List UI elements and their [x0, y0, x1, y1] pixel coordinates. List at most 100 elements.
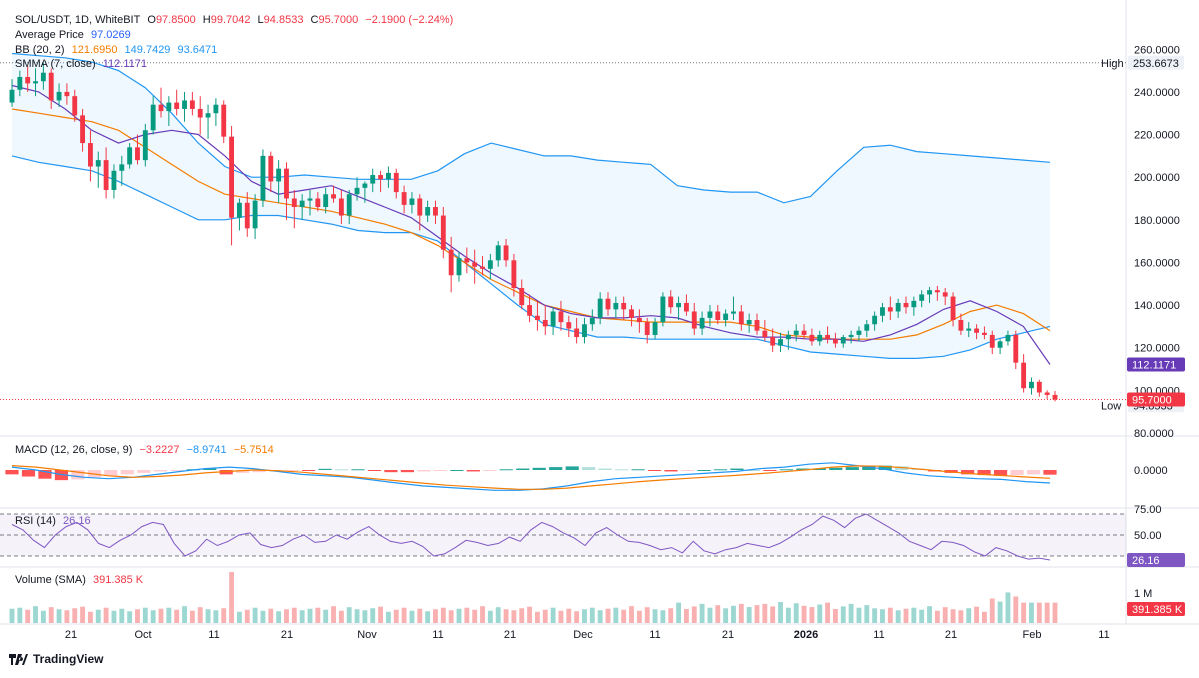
candle-body	[691, 311, 697, 329]
tradingview-logo[interactable]: TradingView	[9, 652, 103, 666]
candle-body	[950, 296, 956, 321]
time-axis-label: 21	[722, 629, 734, 641]
price-tick-label: 140.0000	[1134, 300, 1180, 312]
price-tick-label: 160.0000	[1134, 257, 1180, 269]
smma-legend[interactable]: SMMA (7, close) 112.1171	[15, 58, 151, 71]
candle-body	[966, 328, 972, 331]
volume-bar	[1005, 592, 1011, 623]
volume-bar	[958, 610, 964, 623]
candle-body	[119, 164, 125, 171]
time-axis-label: 2026	[794, 629, 818, 641]
volume-bar	[480, 606, 485, 623]
volume-bar	[942, 607, 948, 623]
candle-body	[864, 324, 870, 331]
close-value: 95.7000	[318, 14, 359, 26]
volume-bar	[832, 608, 838, 623]
candle-body	[331, 194, 336, 199]
candle-body	[762, 330, 768, 338]
macd-histogram-bar	[796, 468, 810, 470]
brand-text: TradingView	[33, 652, 104, 666]
candle-body	[346, 194, 352, 216]
macd-legend[interactable]: MACD (12, 26, close, 9) −3.2227 −8.9741 …	[15, 444, 278, 457]
volume-bar	[903, 608, 909, 623]
volume-bar	[887, 607, 893, 623]
volume-bar	[64, 610, 70, 623]
candle-body	[574, 328, 580, 338]
high-value: 99.7042	[210, 14, 251, 26]
rsi-legend[interactable]: RSI (14) 26.16	[15, 515, 95, 528]
volume-bar	[989, 598, 995, 623]
volume-bar	[895, 610, 901, 623]
volume-bar	[793, 603, 799, 623]
smma-badge-bg	[1127, 357, 1185, 372]
candle-body	[17, 76, 23, 90]
axes-layer: 260.0000 240.0000 220.0000 200.0000 180.0000…	[65, 44, 1185, 641]
candle-body	[487, 260, 493, 269]
volume-bar	[801, 605, 807, 623]
candle-body	[111, 170, 117, 190]
volume-bar	[221, 608, 227, 623]
candlestick-series	[9, 62, 1058, 402]
volume-bar	[362, 610, 368, 623]
volume-bar	[197, 607, 203, 623]
volume-bar	[934, 610, 940, 623]
candle-body	[754, 320, 760, 331]
volume-bar	[448, 610, 454, 623]
close-badge-bg	[1127, 392, 1185, 407]
macd-histogram-bar	[351, 469, 365, 471]
macd-histogram-bar	[21, 470, 36, 477]
volume-bar	[72, 608, 78, 623]
macd-histogram-bar	[878, 465, 892, 470]
volume-bar	[621, 609, 627, 623]
volume-bar	[354, 609, 360, 623]
volume-bar	[48, 607, 54, 623]
macd-histogram-bar	[961, 470, 975, 475]
candle-body	[550, 311, 556, 327]
rsi-pane	[0, 513, 1126, 561]
volume-bar	[534, 611, 540, 623]
macd-histogram-bar	[779, 469, 793, 471]
volume-bar	[40, 610, 46, 623]
volume-legend[interactable]: Volume (SMA) 391.385 K	[15, 574, 147, 587]
volume-bar	[981, 611, 987, 623]
volume-bar	[409, 610, 415, 623]
volume-bar	[456, 608, 462, 623]
volume-bar	[785, 607, 791, 623]
macd-histogram-bar	[845, 467, 859, 470]
volume-bar	[268, 608, 274, 623]
candle-body	[182, 100, 187, 109]
volume-bar	[276, 611, 282, 623]
volume-bar	[213, 610, 219, 623]
bollinger-band-fill	[12, 53, 1050, 359]
candle-body	[927, 290, 932, 295]
volume-bar	[691, 606, 697, 623]
volume-bar	[307, 608, 313, 623]
macd-histogram-bar	[1010, 470, 1024, 476]
macd-histogram-bar	[483, 470, 497, 471]
candle-body	[723, 313, 729, 321]
candle-body	[158, 104, 164, 112]
candle-body	[1021, 362, 1027, 389]
bb-legend[interactable]: BB (20, 2) 121.6950 149.7429 93.6471	[15, 44, 221, 57]
macd-label: MACD (12, 26, close, 9)	[15, 444, 133, 456]
price-tick-label: 180.0000	[1134, 215, 1180, 227]
volume-bar	[652, 609, 658, 623]
volume-bar	[495, 607, 501, 623]
macd-histogram-bar	[450, 470, 464, 471]
open-value: 97.8500	[155, 14, 196, 26]
time-axis-label: 11	[649, 629, 660, 641]
time-axis-label: 21	[281, 629, 293, 641]
volume-bar	[644, 607, 650, 623]
candle-body	[872, 315, 878, 325]
rsi-tick-label: 50.00	[1134, 530, 1162, 542]
candle-body	[676, 302, 682, 308]
candle-body	[542, 320, 548, 327]
candle-body	[189, 100, 195, 109]
avg-price-legend[interactable]: Average Price 97.0269	[15, 29, 135, 42]
macd-histogram-bar	[236, 470, 250, 473]
volume-bar	[17, 607, 23, 623]
high-tag-label: High	[1101, 58, 1124, 70]
volume-bar	[825, 602, 831, 623]
candle-body	[433, 207, 438, 216]
